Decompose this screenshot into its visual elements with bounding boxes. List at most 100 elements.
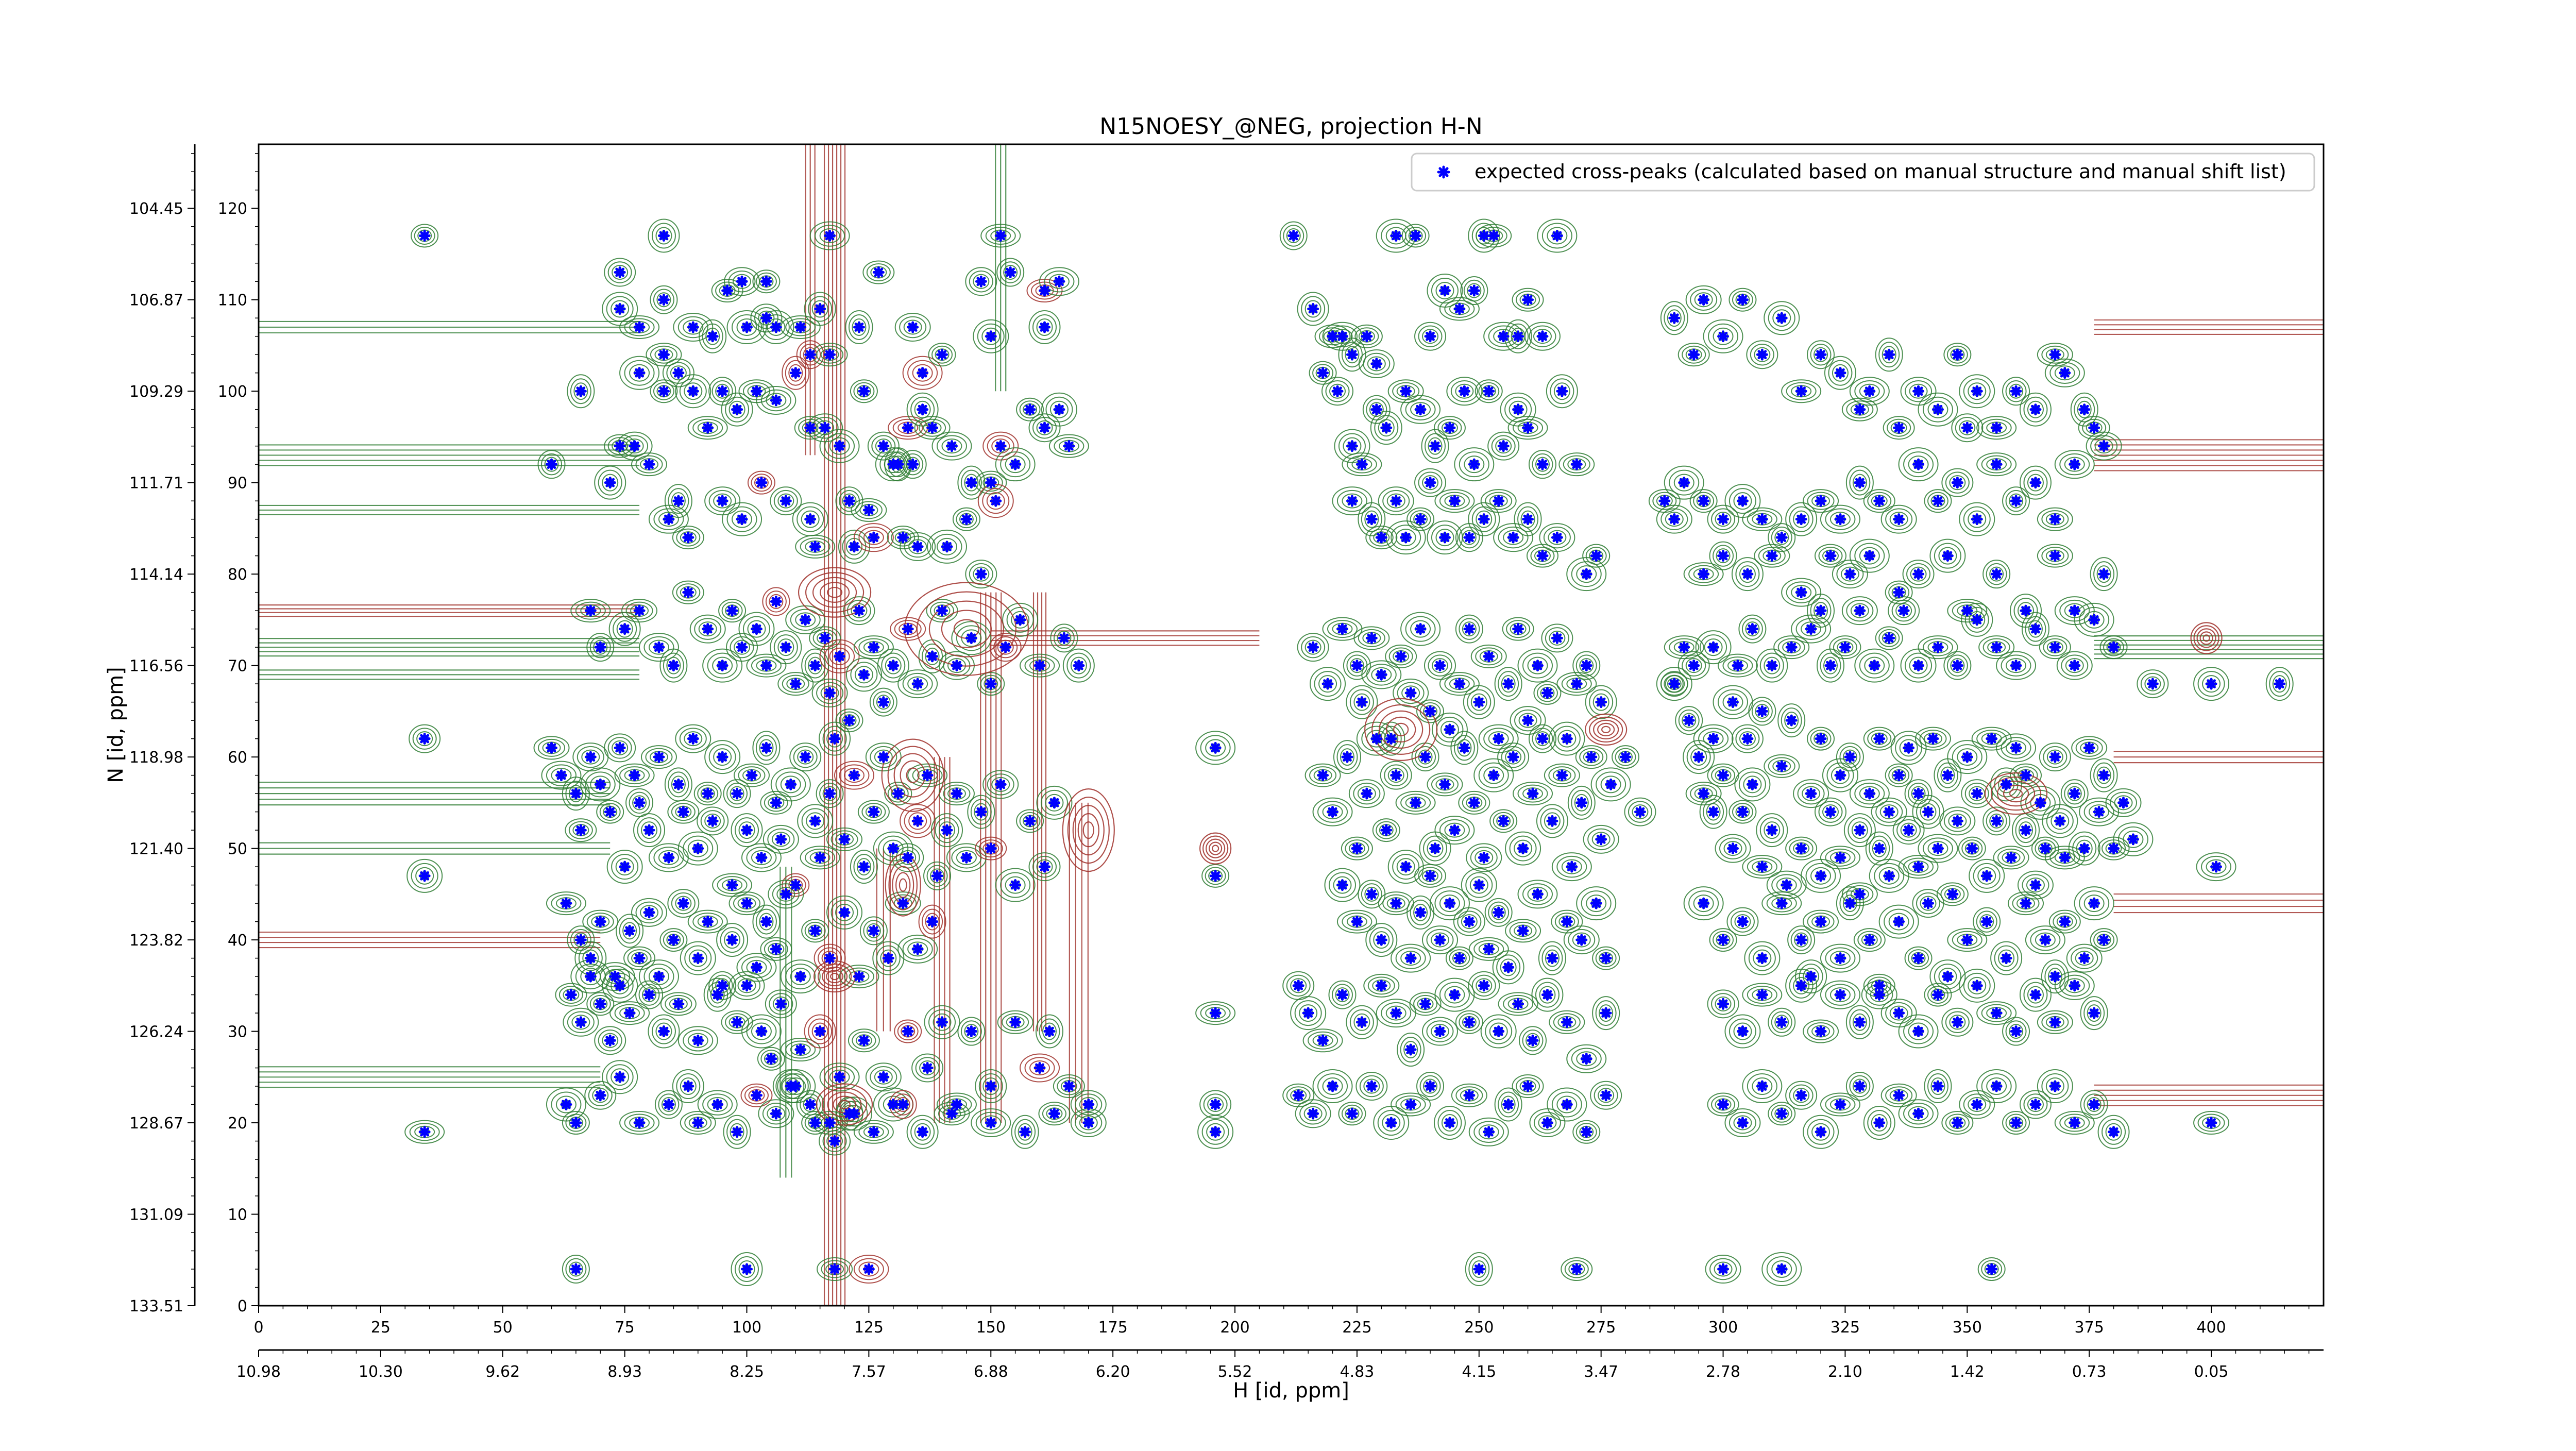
cross-peak-marker	[1303, 1008, 1313, 1018]
cross-peak-marker	[688, 323, 698, 332]
x-index-tick-label: 100	[732, 1319, 761, 1337]
cross-peak-marker	[835, 1072, 844, 1082]
cross-peak-marker	[1962, 423, 1972, 432]
cross-peak-marker	[1738, 295, 1747, 305]
cross-peak-marker	[1479, 853, 1488, 862]
cross-peak-marker	[1680, 478, 1689, 487]
cross-peak-marker	[1557, 771, 1567, 780]
cross-peak-marker	[2021, 771, 2030, 780]
cross-peak-marker	[2070, 661, 2079, 670]
cross-peak-marker	[742, 825, 752, 835]
cross-peak-marker	[1445, 1118, 1454, 1127]
cross-peak-marker	[850, 542, 859, 551]
cross-peak-marker	[2011, 661, 2021, 670]
cross-peak-marker	[659, 231, 668, 240]
cross-peak-marker	[1347, 496, 1357, 505]
cross-peak-marker	[889, 844, 898, 853]
x-index-tick-label: 75	[615, 1319, 635, 1337]
cross-peak-marker	[806, 1100, 815, 1109]
cross-peak-marker	[1475, 881, 1484, 890]
cross-peak-marker	[1987, 734, 1996, 744]
cross-peak-marker	[1064, 1082, 1074, 1091]
cross-peak-marker	[1528, 1036, 1537, 1045]
cross-peak-marker	[713, 1100, 722, 1109]
cross-peak-marker	[869, 643, 878, 652]
cross-peak-marker	[1836, 1100, 1845, 1109]
cross-peak-marker	[737, 277, 747, 286]
x-ppm-tick-label: 9.62	[485, 1363, 520, 1381]
cross-peak-marker	[1933, 990, 1942, 1000]
cross-peak-marker	[1426, 332, 1435, 341]
cross-peak-marker	[1757, 515, 1767, 524]
cross-peak-marker	[1352, 661, 1362, 670]
cross-peak-marker	[1719, 551, 1728, 561]
cross-peak-marker	[1337, 332, 1347, 341]
cross-peak-marker	[850, 1109, 859, 1118]
cross-peak-marker	[1445, 423, 1454, 432]
cross-peak-marker	[1386, 734, 1396, 744]
cross-peak-marker	[776, 999, 786, 1008]
cross-peak-marker	[1392, 1008, 1401, 1018]
cross-peak-marker	[1465, 917, 1474, 926]
cross-peak-marker	[1392, 899, 1401, 908]
cross-peak-marker	[952, 789, 961, 798]
cross-peak-marker	[1021, 1127, 1030, 1137]
cross-peak-marker	[2021, 825, 2030, 835]
cross-peak-marker	[1504, 963, 1513, 972]
cross-peak-marker	[605, 807, 615, 817]
x-ppm-tick-label: 1.42	[1950, 1363, 1985, 1381]
cross-peak-marker	[630, 442, 639, 451]
x-index-tick-label: 275	[1586, 1319, 1616, 1337]
cross-peak-marker	[2021, 606, 2030, 615]
cross-peak-marker	[1377, 935, 1386, 944]
cross-peak-marker	[899, 1100, 908, 1109]
cross-peak-marker	[933, 871, 942, 881]
cross-peak-marker	[1518, 926, 1528, 935]
cross-peak-marker	[1777, 1018, 1786, 1027]
cross-peak-marker	[1738, 1118, 1747, 1127]
x-index-tick-label: 25	[371, 1319, 391, 1337]
cross-peak-marker	[903, 853, 912, 862]
cross-peak-marker	[1885, 350, 1894, 359]
cross-peak-marker	[733, 405, 742, 414]
cross-peak-marker	[1543, 990, 1552, 1000]
cross-peak-marker	[1670, 679, 1679, 688]
cross-peak-marker	[1514, 332, 1523, 341]
cross-peak-marker	[420, 1127, 429, 1137]
cross-peak-marker	[1748, 625, 1757, 634]
cross-peak-marker	[1806, 789, 1816, 798]
cross-peak-marker	[1743, 734, 1752, 744]
cross-peak-marker	[1582, 661, 1591, 670]
cross-peak-marker	[1777, 1109, 1786, 1118]
cross-peak-marker	[816, 1027, 825, 1036]
cross-peak-marker	[1040, 286, 1049, 295]
cross-peak-marker	[1035, 1064, 1044, 1073]
cross-peak-marker	[693, 1036, 703, 1045]
cross-peak-marker	[1426, 478, 1435, 487]
cross-peak-marker	[1894, 588, 1904, 597]
cross-peak-marker	[816, 304, 825, 313]
y-index-tick-label: 80	[228, 566, 247, 584]
cross-peak-marker	[615, 267, 624, 277]
cross-peak-marker	[679, 899, 688, 908]
cross-peak-marker	[1499, 816, 1508, 825]
cross-peak-marker	[1719, 515, 1728, 524]
cross-peak-marker	[869, 807, 878, 817]
cross-peak-marker	[1059, 633, 1069, 643]
cross-peak-marker	[810, 816, 820, 825]
cross-peak-marker	[576, 1018, 585, 1027]
x-ppm-tick-label: 6.20	[1096, 1363, 1130, 1381]
cross-peak-marker	[2070, 1118, 2079, 1127]
cross-peak-marker	[1870, 661, 1879, 670]
cross-peak-marker	[1924, 899, 1933, 908]
cross-peak-marker	[2070, 606, 2079, 615]
cross-peak-marker	[899, 899, 908, 908]
cross-peak-marker	[1572, 1264, 1581, 1274]
cross-peak-marker	[1914, 386, 1923, 396]
cross-peak-marker	[1885, 633, 1894, 643]
cross-peak-marker	[1806, 625, 1816, 634]
cross-peak-marker	[1699, 496, 1708, 505]
cross-peak-marker	[996, 780, 1005, 789]
cross-peak-marker	[1445, 899, 1454, 908]
cross-peak-marker	[810, 926, 820, 935]
